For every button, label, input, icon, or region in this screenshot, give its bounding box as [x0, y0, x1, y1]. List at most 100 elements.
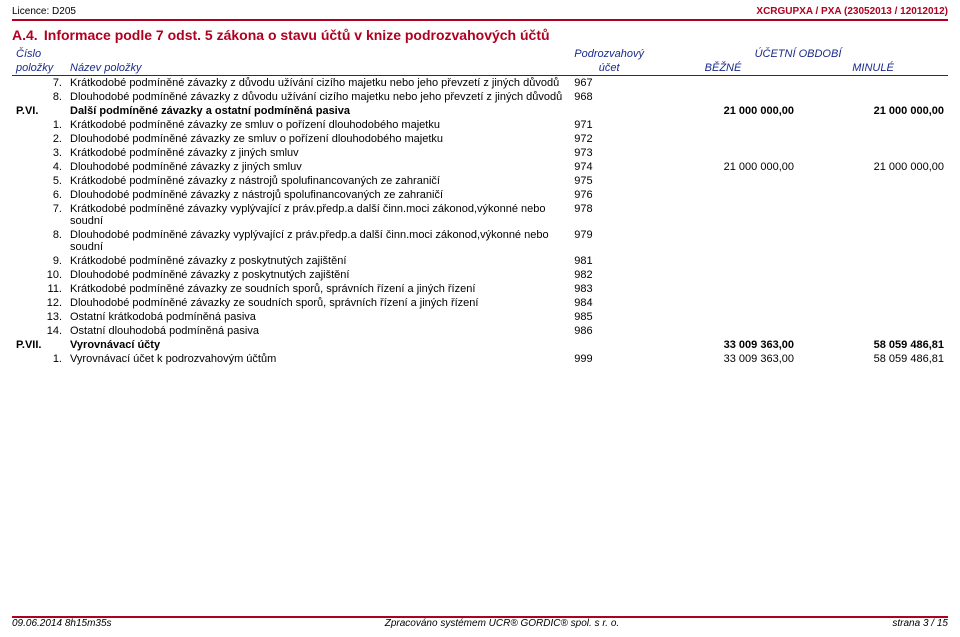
row-current: 21 000 000,00 [648, 104, 798, 118]
footer-rule [12, 616, 948, 618]
licence-label: Licence: [12, 6, 49, 17]
row-previous [798, 132, 948, 146]
row-name: Krátkodobé podmíněné závazky ze smluv o … [66, 118, 570, 132]
row-current [648, 324, 798, 338]
row-account: 981 [570, 254, 648, 268]
table-row: 1.Vyrovnávací účet k podrozvahovým účtům… [12, 352, 948, 366]
hdr-ucet: účet [570, 61, 648, 76]
row-previous [798, 118, 948, 132]
row-previous [798, 146, 948, 160]
row-number: 11. [12, 282, 66, 296]
row-name: Dlouhodobé podmíněné závazky ze smluv o … [66, 132, 570, 146]
row-number: 4. [12, 160, 66, 174]
row-name: Další podmíněné závazky a ostatní podmín… [66, 104, 570, 118]
row-previous [798, 76, 948, 91]
table-row: 14.Ostatní dlouhodobá podmíněná pasiva98… [12, 324, 948, 338]
table-row: 12.Dlouhodobé podmíněné závazky ze soudn… [12, 296, 948, 310]
row-name: Vyrovnávací účet k podrozvahovým účtům [66, 352, 570, 366]
row-account: 968 [570, 90, 648, 104]
row-previous [798, 188, 948, 202]
row-name: Dlouhodobé podmíněné závazky z nástrojů … [66, 188, 570, 202]
hdr-nazev: Název položky [66, 61, 570, 76]
row-name: Krátkodobé podmíněné závazky vyplývající… [66, 202, 570, 228]
row-previous [798, 202, 948, 228]
row-number: 1. [12, 118, 66, 132]
row-number: P.VI. [12, 104, 66, 118]
row-number: 10. [12, 268, 66, 282]
row-account: 974 [570, 160, 648, 174]
row-current [648, 90, 798, 104]
row-number: 9. [12, 254, 66, 268]
row-account: 979 [570, 228, 648, 254]
row-name: Dlouhodobé podmíněné závazky z poskytnut… [66, 268, 570, 282]
row-current [648, 202, 798, 228]
table-row: 8.Dlouhodobé podmíněné závazky z důvodu … [12, 90, 948, 104]
row-current [648, 174, 798, 188]
row-previous [798, 174, 948, 188]
hdr-cislo: Číslo [12, 47, 66, 61]
balance-table: Číslo Podrozvahový ÚČETNÍ OBDOBÍ položky… [12, 47, 948, 366]
row-account: 985 [570, 310, 648, 324]
table-row: 11.Krátkodobé podmíněné závazky ze soudn… [12, 282, 948, 296]
table-row: 13.Ostatní krátkodobá podmíněná pasiva98… [12, 310, 948, 324]
row-previous [798, 310, 948, 324]
table-row: 2.Dlouhodobé podmíněné závazky ze smluv … [12, 132, 948, 146]
row-number: 12. [12, 296, 66, 310]
table-row: 1.Krátkodobé podmíněné závazky ze smluv … [12, 118, 948, 132]
row-account: 978 [570, 202, 648, 228]
row-current [648, 228, 798, 254]
row-current [648, 146, 798, 160]
row-number: 8. [12, 228, 66, 254]
row-previous [798, 228, 948, 254]
table-row: 5.Krátkodobé podmíněné závazky z nástroj… [12, 174, 948, 188]
row-number: P.VII. [12, 338, 66, 352]
table-row: 6.Dlouhodobé podmíněné závazky z nástroj… [12, 188, 948, 202]
table-row: 10.Dlouhodobé podmíněné závazky z poskyt… [12, 268, 948, 282]
row-previous [798, 254, 948, 268]
row-name: Dlouhodobé podmíněné závazky z jiných sm… [66, 160, 570, 174]
row-account: 973 [570, 146, 648, 160]
row-previous: 58 059 486,81 [798, 352, 948, 366]
section-code: A.4. [12, 27, 40, 43]
footer: 09.06.2014 8h15m35s Zpracováno systémem … [12, 618, 948, 629]
header-rule [12, 19, 948, 21]
table-row: 9.Krátkodobé podmíněné závazky z poskytn… [12, 254, 948, 268]
row-number: 6. [12, 188, 66, 202]
row-current [648, 282, 798, 296]
row-number: 14. [12, 324, 66, 338]
row-name: Vyrovnávací účty [66, 338, 570, 352]
hdr-minule: MINULÉ [798, 61, 948, 76]
row-current: 33 009 363,00 [648, 338, 798, 352]
row-number: 7. [12, 76, 66, 91]
table-header-row: Číslo Podrozvahový ÚČETNÍ OBDOBÍ [12, 47, 948, 61]
row-number: 7. [12, 202, 66, 228]
section-text: Informace podle 7 odst. 5 zákona o stavu… [44, 27, 550, 43]
row-account: 976 [570, 188, 648, 202]
row-previous [798, 324, 948, 338]
row-name: Krátkodobé podmíněné závazky z jiných sm… [66, 146, 570, 160]
hdr-bezne: BĚŽNÉ [648, 61, 798, 76]
row-previous [798, 296, 948, 310]
row-current [648, 268, 798, 282]
row-account: 971 [570, 118, 648, 132]
row-name: Dlouhodobé podmíněné závazky z důvodu už… [66, 90, 570, 104]
row-name: Krátkodobé podmíněné závazky z poskytnut… [66, 254, 570, 268]
row-number: 2. [12, 132, 66, 146]
row-account: 982 [570, 268, 648, 282]
row-account: 975 [570, 174, 648, 188]
row-number: 5. [12, 174, 66, 188]
row-previous [798, 268, 948, 282]
row-account [570, 104, 648, 118]
row-account: 984 [570, 296, 648, 310]
row-number: 13. [12, 310, 66, 324]
table-row: 7.Krátkodobé podmíněné závazky vyplývají… [12, 202, 948, 228]
row-name: Krátkodobé podmíněné závazky z nástrojů … [66, 174, 570, 188]
table-header-row: položky Název položky účet BĚŽNÉ MINULÉ [12, 61, 948, 76]
section-title: A.4. Informace podle 7 odst. 5 zákona o … [12, 27, 948, 43]
row-account: 999 [570, 352, 648, 366]
row-current [648, 310, 798, 324]
hdr-period: ÚČETNÍ OBDOBÍ [648, 47, 948, 61]
row-current [648, 188, 798, 202]
hdr-sub: Podrozvahový [570, 47, 648, 61]
row-name: Dlouhodobé podmíněné závazky ze soudních… [66, 296, 570, 310]
